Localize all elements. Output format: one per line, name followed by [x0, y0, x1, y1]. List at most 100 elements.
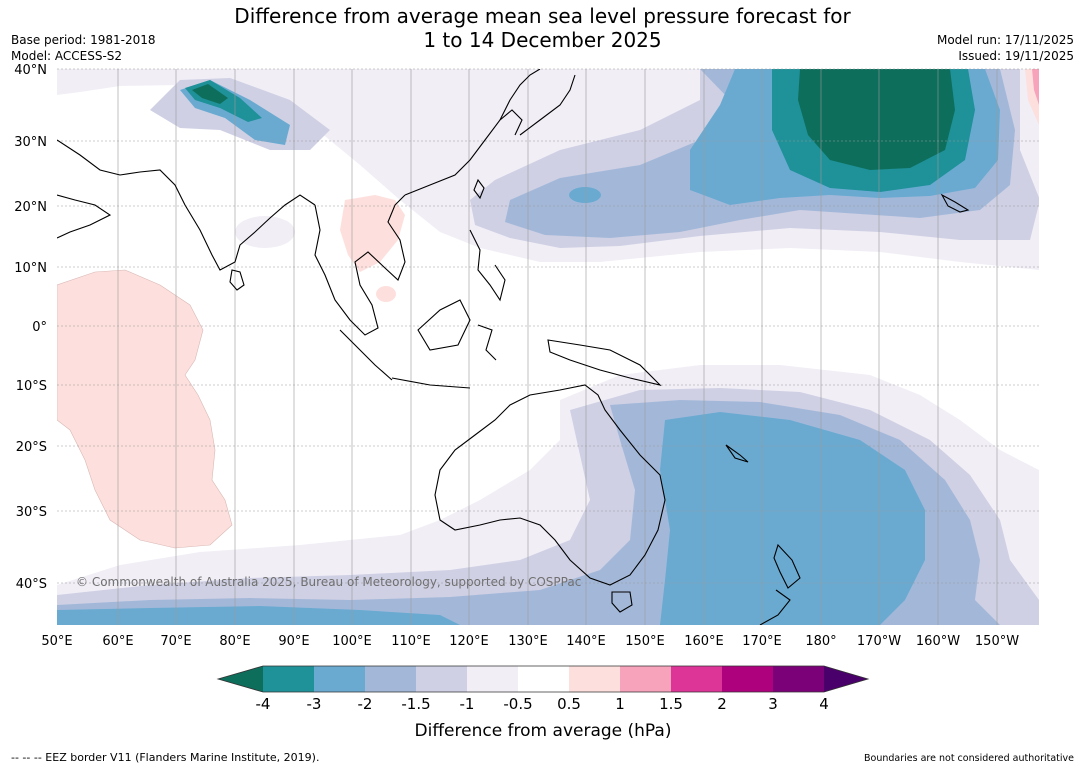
- lon-label: 90°E: [278, 634, 309, 649]
- coastline-philippines: [469, 229, 506, 302]
- himalaya-deep-core: [192, 84, 228, 104]
- lat-label: 10°N: [14, 261, 47, 276]
- graticule: [57, 68, 1039, 625]
- colorbar-title: Difference from average (hPa): [415, 721, 672, 741]
- coastlines: [57, 69, 970, 625]
- indian-ocean-positive-region: [57, 269, 233, 549]
- lat-label: 20°N: [14, 200, 47, 215]
- lon-label: 160°E: [684, 634, 724, 649]
- issued-date: Issued: 19/11/2025: [958, 49, 1074, 63]
- colorbar-tick-label: -1: [460, 695, 475, 713]
- coastline-sumatra: [339, 329, 393, 381]
- north-pacific-small-dark-spot: [569, 187, 601, 203]
- copyright-notice: © Commonwealth of Australia 2025, Bureau…: [76, 575, 581, 589]
- north-pacific-deep-core: [798, 69, 955, 170]
- lon-label: 60°E: [102, 634, 133, 649]
- coastline-korea: [499, 109, 523, 136]
- coastline-china: [404, 69, 541, 196]
- lat-label: 30°N: [14, 135, 47, 150]
- lon-label: 150°E: [625, 634, 665, 649]
- lon-label: 140°E: [566, 634, 606, 649]
- colorbar-max-arrow: [824, 666, 868, 692]
- coastline-hawaii: [940, 193, 970, 213]
- model-run: Model run: 17/11/2025: [936, 33, 1074, 47]
- lon-label: 120°E: [449, 634, 489, 649]
- colorbar-tick-label: 4: [819, 695, 829, 713]
- lat-label: 20°S: [16, 440, 47, 455]
- pressure-anomaly-shading: [57, 69, 1039, 625]
- lon-label: 160°W: [916, 634, 960, 649]
- coastline-india: [57, 139, 316, 271]
- lat-label: 40°N: [14, 63, 47, 78]
- base-period: Base period: 1981-2018: [11, 33, 156, 47]
- coastline-tasmania: [611, 591, 633, 613]
- latitude-axis: 40°N 30°N 20°N 10°N 0° 10°S 20°S 30°S 40…: [14, 63, 47, 592]
- lon-label: 50°E: [41, 634, 72, 649]
- colorbar-segment: [569, 666, 620, 692]
- lon-label: 150°W: [975, 634, 1019, 649]
- lon-label: 80°E: [219, 634, 250, 649]
- colorbar-outline: [216, 665, 870, 693]
- northeast-corner-positive-core: [1032, 69, 1039, 105]
- lon-label: 130°E: [508, 634, 548, 649]
- boundary-note: Boundaries are not considered authoritat…: [864, 753, 1074, 764]
- colorbar-tick-label: 0.5: [557, 695, 581, 713]
- southern-indian-dark-band: [57, 606, 460, 625]
- coastline-taiwan: [473, 178, 485, 200]
- meta-right: Model run: 17/11/2025 Issued: 19/11/2025: [937, 32, 1074, 64]
- coastline-borneo: [417, 299, 471, 351]
- colorbar-segment: [620, 666, 671, 692]
- lon-label: 180°: [805, 634, 836, 649]
- coastline-australia: [434, 384, 666, 586]
- colorbar-tick-label: 1: [615, 695, 625, 713]
- colorbar-ticks: -4 -3 -2 -1.5 -1 -0.5 0.5 1 1.5 2 3 4: [256, 695, 829, 713]
- colorbar-tick-label: 2: [717, 695, 727, 713]
- lon-label: 110°E: [391, 634, 431, 649]
- lon-label: 170°E: [742, 634, 782, 649]
- colorbar-segment: [416, 666, 467, 692]
- coastline-southeast-asia: [314, 194, 406, 336]
- colorbar-segment: [773, 666, 824, 692]
- map-title: Difference from average mean sea level p…: [0, 4, 1085, 52]
- title-line-1: Difference from average mean sea level p…: [234, 4, 851, 28]
- lat-label: 40°S: [16, 577, 47, 592]
- lon-label: 170°W: [857, 634, 901, 649]
- colorbar-segment: [263, 666, 314, 692]
- colorbar-tick-label: -2: [358, 695, 373, 713]
- south-pacific-dark-band: [660, 412, 925, 625]
- eez-note: -- -- -- EEZ border V11 (Flanders Marine…: [11, 751, 320, 764]
- lat-label: 0°: [32, 320, 47, 335]
- colorbar-segment: [722, 666, 773, 692]
- coastline-sri-lanka: [229, 269, 245, 291]
- colorbar: [216, 665, 870, 693]
- title-line-2: 1 to 14 December 2025: [423, 28, 662, 52]
- lon-label: 100°E: [332, 634, 372, 649]
- colorbar-tick-label: -0.5: [503, 695, 532, 713]
- coastline-sulawesi: [477, 324, 497, 361]
- lat-label: 10°S: [16, 379, 47, 394]
- gulf-thailand-positive-spot: [376, 286, 396, 302]
- model-name: Model: ACCESS-S2: [11, 49, 123, 63]
- colorbar-min-arrow: [218, 666, 263, 692]
- lat-label: 30°S: [16, 505, 47, 520]
- colorbar-tick-label: -3: [307, 695, 322, 713]
- colorbar-tick-label: -4: [256, 695, 271, 713]
- colorbar-segment: [671, 666, 722, 692]
- meta-left: Base period: 1981-2018 Model: ACCESS-S2: [11, 32, 156, 64]
- coastline-arabia: [57, 194, 112, 239]
- coastline-japan: [519, 74, 576, 136]
- lon-label: 70°E: [160, 634, 191, 649]
- colorbar-tick-label: -1.5: [401, 695, 430, 713]
- colorbar-segment: [314, 666, 365, 692]
- coastline-new-guinea: [547, 339, 662, 386]
- coastline-new-zealand-south: [759, 589, 791, 625]
- indochina-positive-region: [340, 195, 405, 272]
- coastline-new-zealand-north: [773, 543, 801, 589]
- colorbar-segment: [365, 666, 416, 692]
- bay-of-bengal-light-band: [235, 216, 295, 248]
- colorbar-segment: [518, 666, 569, 692]
- coastline-java: [391, 377, 471, 389]
- colorbar-tick-label: 1.5: [659, 695, 683, 713]
- coastline-new-caledonia: [725, 444, 749, 463]
